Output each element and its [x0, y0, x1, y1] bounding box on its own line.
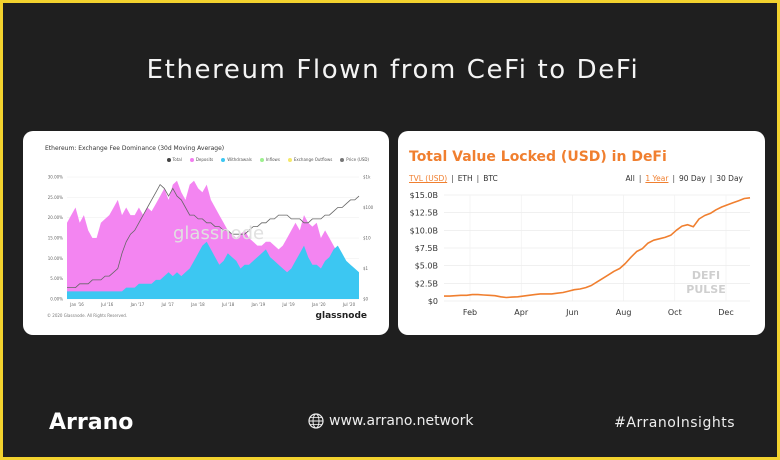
- arrano-logo: Arrano: [49, 410, 134, 435]
- globe-icon: [308, 413, 324, 429]
- y-left-tick-label: 0.00%: [50, 297, 63, 302]
- legend-label: Deposits: [195, 157, 214, 162]
- x-tick-label: Feb: [463, 308, 477, 317]
- website-link[interactable]: www.arrano.network: [308, 413, 473, 429]
- y-left-tick-label: 25.00%: [48, 195, 63, 200]
- x-tick-label: Jan '16: [69, 302, 84, 307]
- defipulse-plot: DEFI PULSE $0 $2.5B $5.0B $7.5B $10.0B $12.5B…: [410, 191, 751, 317]
- legend-outflows: Exchange Outflows: [287, 157, 333, 162]
- y-left-tick-label: 15.00%: [48, 236, 63, 241]
- y-right-tick-label: $1: [363, 266, 369, 271]
- legend-label: Exchange Outflows: [293, 157, 333, 162]
- glassnode-legend: Total Deposits Withdrawals Inflows Excha…: [166, 157, 369, 162]
- legend-label: Price (USD): [346, 157, 369, 162]
- glassnode-plot: 0.00% 5.00% 10.00% 15.00% 20.00% 25.00% 30.00%…: [48, 175, 374, 308]
- y-left-tick-label: 5.00%: [50, 276, 63, 281]
- y-left-tick-label: 10.00%: [48, 256, 63, 261]
- defipulse-chart-card: Total Value Locked (USD) in DeFi TVL (US…: [398, 131, 765, 335]
- x-tick-label: Jan '20: [311, 302, 326, 307]
- y-tick-label: $15.0B: [410, 191, 438, 200]
- deposits-area: [67, 180, 359, 299]
- x-tick-label: Jan '17: [130, 302, 145, 307]
- defipulse-chart-title: Total Value Locked (USD) in DeFi: [409, 149, 667, 165]
- tab-eth[interactable]: ETH: [457, 174, 473, 183]
- defipulse-watermark-2: PULSE: [686, 283, 725, 296]
- y-tick-label: $7.5B: [415, 244, 438, 253]
- tab-90-day[interactable]: 90 Day: [678, 174, 706, 183]
- y-tick-label: $10.0B: [410, 226, 438, 235]
- y-tick-label: $12.5B: [410, 209, 438, 218]
- glassnode-copyright: © 2020 Glassnode. All Rights Reserved.: [47, 313, 128, 318]
- y-left-tick-label: 30.00%: [48, 175, 63, 180]
- legend-price: Price (USD): [340, 157, 369, 162]
- x-tick-label: Jul '20: [342, 302, 356, 307]
- legend-inflows: Inflows: [259, 157, 280, 162]
- y-tick-label: $2.5B: [415, 279, 438, 288]
- legend-label: Total: [172, 157, 182, 162]
- x-tick-label: Jul '16: [100, 302, 114, 307]
- currency-tabs: TVL (USD) | ETH | BTC: [409, 174, 498, 183]
- glassnode-watermark: glassnode: [173, 223, 264, 244]
- tab-1-year[interactable]: 1 Year: [645, 174, 669, 183]
- defipulse-watermark-1: DEFI: [692, 269, 720, 282]
- x-tick-label: Jul '19: [281, 302, 295, 307]
- x-tick-label: Dec: [718, 308, 733, 317]
- y-tick-label: $5.0B: [415, 262, 438, 271]
- y-right-tick-label: $10: [363, 236, 371, 241]
- x-tick-label: Jul '17: [161, 302, 175, 307]
- page-title: Ethereum Flown from CeFi to DeFi: [146, 55, 640, 85]
- y-right-tick-label: $1k: [363, 175, 371, 180]
- hashtag: #ArranoInsights: [614, 415, 735, 431]
- x-tick-label: Oct: [668, 308, 682, 317]
- website-text: www.arrano.network: [329, 413, 474, 429]
- glassnode-brand: glassnode: [315, 311, 367, 321]
- legend-total: Total: [166, 157, 182, 162]
- glassnode-chart-card: Ethereum: Exchange Fee Dominance (30d Mo…: [23, 131, 389, 335]
- tab-30-day[interactable]: 30 Day: [716, 174, 743, 183]
- x-tick-label: Jan '18: [190, 302, 205, 307]
- range-tabs: All | 1 Year | 90 Day | 30 Day: [625, 174, 743, 183]
- y-left-tick-label: 20.00%: [48, 215, 63, 220]
- x-tick-label: Jul '18: [221, 302, 235, 307]
- tab-all[interactable]: All: [625, 174, 635, 183]
- withdrawals-area: [67, 241, 359, 299]
- x-tick-label: Aug: [616, 308, 632, 317]
- x-tick-label: Apr: [514, 308, 529, 317]
- legend-label: Withdrawals: [227, 157, 252, 162]
- legend-withdrawals: Withdrawals: [221, 157, 252, 162]
- price-line: [67, 183, 360, 288]
- y-right-tick-label: $0: [363, 297, 369, 302]
- y-tick-label: $0: [428, 297, 438, 306]
- tvl-line: [444, 197, 751, 299]
- tab-tvl-usd[interactable]: TVL (USD): [409, 174, 448, 183]
- tab-btc[interactable]: BTC: [483, 174, 498, 183]
- x-tick-label: Jun: [565, 308, 579, 317]
- legend-deposits: Deposits: [189, 157, 214, 162]
- y-right-tick-label: $100: [363, 205, 374, 210]
- legend-label: Inflows: [265, 157, 280, 162]
- x-tick-label: Jan '19: [251, 302, 266, 307]
- glassnode-chart-title: Ethereum: Exchange Fee Dominance (30d Mo…: [45, 145, 225, 152]
